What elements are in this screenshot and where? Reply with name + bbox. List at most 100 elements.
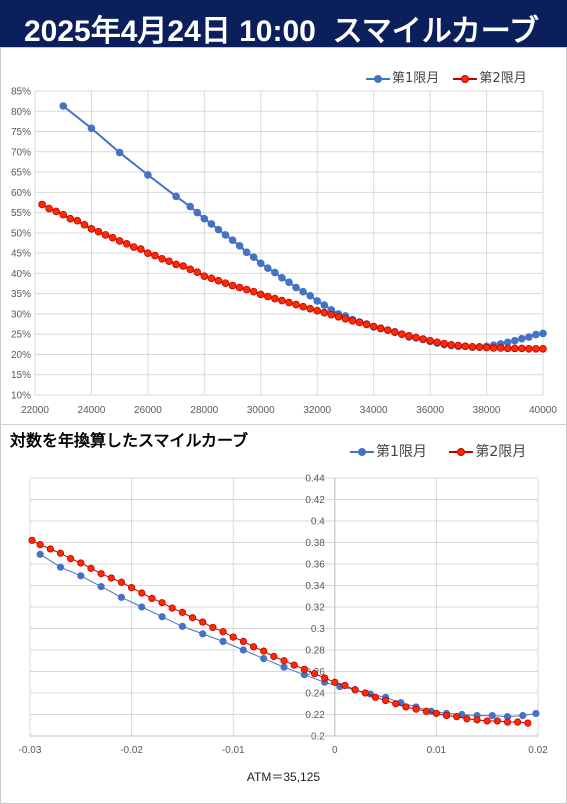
- x-tick-label: 26000: [134, 405, 162, 416]
- data-point-series2: [383, 326, 392, 334]
- data-point-series1: [214, 225, 223, 234]
- data-point-series1: [271, 268, 279, 277]
- chart1-legend: 第1限月 第2限月: [356, 67, 527, 86]
- data-point-series2: [306, 304, 314, 313]
- data-point-series2: [117, 578, 126, 586]
- y-tick-label: 0.24: [305, 689, 325, 700]
- data-point-series2: [158, 255, 166, 263]
- x-tick-label: -0.02: [120, 745, 143, 756]
- data-point-series2: [28, 536, 36, 544]
- data-point-series2: [148, 594, 156, 603]
- data-point-series2: [36, 541, 44, 549]
- y-tick-label: 65%: [11, 168, 31, 179]
- data-point-series2: [433, 338, 441, 347]
- data-point-series1: [320, 301, 329, 309]
- y-tick-label: 70%: [11, 147, 31, 158]
- chart-divider: [0, 424, 567, 425]
- x-tick-label: 28000: [190, 405, 218, 416]
- data-point-series2: [59, 210, 68, 219]
- data-point-series2: [376, 324, 385, 333]
- data-point-series2: [280, 657, 288, 665]
- data-point-series2: [290, 661, 298, 669]
- y-tick-label: 40%: [11, 269, 31, 280]
- data-point-series1: [144, 171, 152, 179]
- data-point-series2: [270, 652, 278, 661]
- data-point-series2: [52, 207, 60, 216]
- data-point-series2: [260, 647, 268, 655]
- data-point-series2: [539, 344, 547, 353]
- y-tick-label: 55%: [11, 208, 31, 219]
- data-point-series2: [115, 237, 124, 245]
- header-date: 2025年4月24日 10:00: [24, 15, 316, 48]
- data-point-series1: [87, 124, 96, 133]
- data-point-series2: [165, 257, 173, 266]
- data-point-series2: [348, 317, 357, 325]
- data-point-series2: [463, 715, 471, 723]
- data-point-series2: [179, 262, 187, 270]
- header-banner: 2025年4月24日 10:00 スマイルカーブ: [0, 0, 567, 49]
- data-point-series2: [453, 713, 461, 721]
- data-point-series1: [207, 220, 216, 228]
- y-tick-label: 85%: [11, 87, 31, 98]
- data-point-series2: [299, 302, 307, 311]
- data-point-series1: [519, 711, 527, 720]
- data-point-series1: [532, 330, 540, 339]
- legend2-item-series2: 第2限月: [449, 441, 526, 461]
- y-tick-label: 15%: [11, 370, 31, 381]
- data-point-series1: [77, 572, 85, 580]
- data-point-series2: [398, 330, 406, 339]
- data-point-series1: [278, 274, 286, 282]
- data-point-series2: [412, 705, 420, 713]
- data-point-series2: [426, 336, 434, 345]
- data-point-series2: [313, 306, 322, 315]
- data-point-series2: [239, 637, 247, 646]
- data-point-series2: [310, 670, 319, 678]
- data-point-series2: [128, 584, 136, 592]
- data-point-series2: [334, 312, 343, 321]
- legend-marker-series1: [366, 74, 390, 84]
- legend2-marker-series2: [449, 447, 474, 457]
- data-point-series2: [80, 220, 89, 229]
- y-tick-label: 0.42: [305, 495, 325, 506]
- data-point-series2: [138, 589, 146, 597]
- data-point-series2: [355, 318, 364, 327]
- data-point-series2: [56, 549, 65, 557]
- legend-label-series2: 第2限月: [479, 71, 527, 86]
- data-point-series1: [193, 208, 202, 217]
- data-point-series2: [66, 214, 75, 223]
- x-tick-label: 38000: [473, 405, 501, 416]
- data-point-series2: [107, 574, 115, 582]
- y-tick-label: 0.36: [305, 560, 325, 571]
- data-point-series2: [278, 296, 286, 305]
- data-point-series2: [483, 717, 491, 725]
- y-tick-label: 0.32: [305, 603, 325, 614]
- x-tick-label: 30000: [247, 405, 275, 416]
- data-point-series2: [207, 274, 216, 283]
- data-point-series1: [117, 593, 126, 601]
- data-point-series2: [45, 204, 53, 213]
- data-point-series1: [115, 148, 124, 157]
- data-point-series1: [280, 663, 288, 671]
- data-point-series1: [219, 637, 227, 646]
- x-tick-label: 34000: [360, 405, 388, 416]
- data-point-series1: [199, 630, 207, 638]
- data-point-series2: [320, 308, 329, 317]
- x-tick-label: 0.02: [528, 745, 548, 756]
- data-point-series1: [138, 603, 146, 611]
- data-point-series1: [235, 242, 244, 250]
- data-point-series1: [256, 259, 265, 268]
- data-point-series1: [292, 283, 300, 292]
- x-tick-label: -0.03: [19, 745, 42, 756]
- data-point-series2: [199, 618, 207, 626]
- data-point-series2: [186, 265, 195, 274]
- data-point-series2: [405, 332, 413, 340]
- data-point-series2: [402, 703, 410, 711]
- data-point-series2: [209, 623, 217, 632]
- data-point-series2: [144, 249, 152, 257]
- data-point-series2: [351, 686, 359, 694]
- data-point-series2: [129, 243, 138, 251]
- data-point-series2: [122, 240, 131, 248]
- y-tick-label: 30%: [11, 309, 31, 320]
- y-tick-label: 0.44: [305, 474, 325, 485]
